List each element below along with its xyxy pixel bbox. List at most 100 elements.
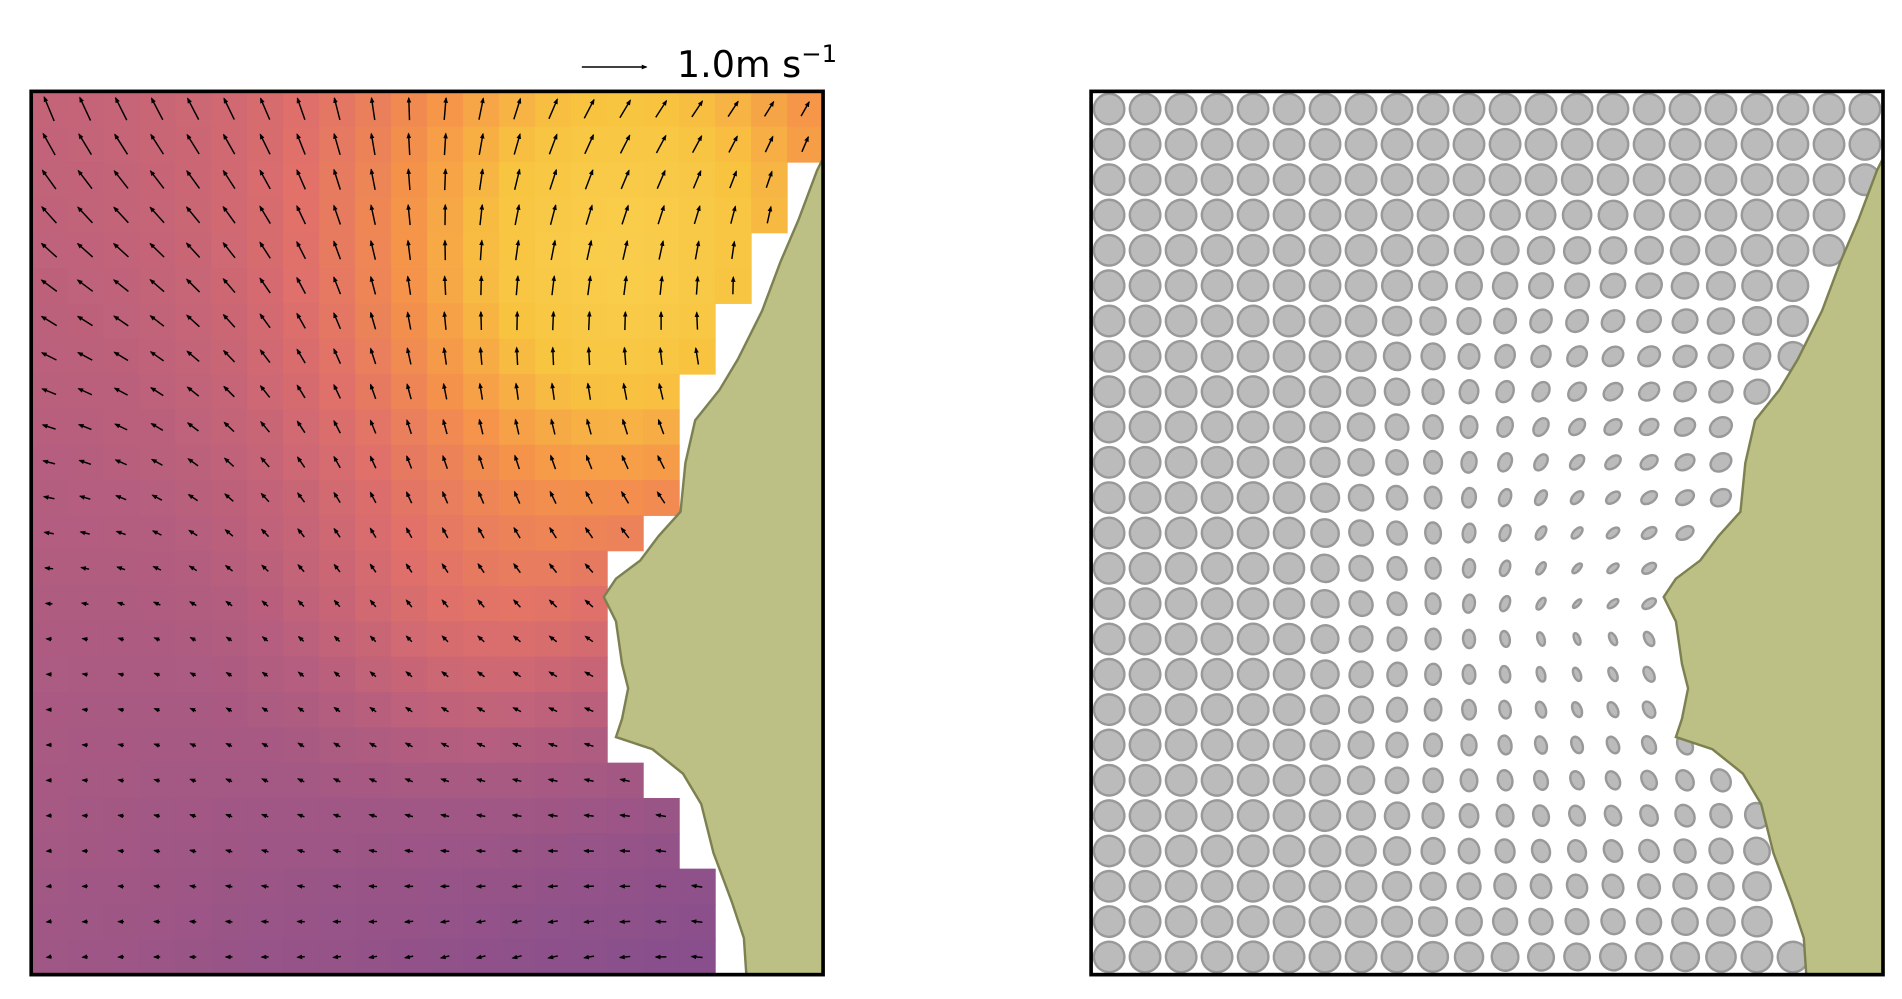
ellipse: [1498, 523, 1512, 543]
ellipse: [1424, 556, 1442, 580]
current-arrow: [403, 954, 414, 960]
ellipse: [1596, 127, 1630, 161]
current-arrow: [333, 240, 342, 260]
ellipse: [1532, 769, 1550, 791]
current-arrow: [477, 563, 485, 574]
current-arrow: [441, 563, 449, 573]
ellipse: [1458, 803, 1480, 829]
current-arrow: [259, 313, 271, 329]
current-arrow: [188, 884, 197, 889]
ellipse: [1200, 516, 1234, 550]
current-arrow: [43, 96, 55, 122]
current-arrow: [40, 352, 57, 361]
current-arrow: [189, 707, 197, 713]
ellipse: [1423, 732, 1444, 758]
ellipse: [1200, 375, 1234, 409]
ellipse: [1382, 836, 1412, 866]
current-arrow: [189, 672, 197, 678]
ellipse: [1236, 516, 1270, 550]
ellipse: [1604, 490, 1622, 505]
current-arrow: [511, 883, 522, 889]
ellipse: [1461, 558, 1477, 579]
ellipse: [1419, 871, 1447, 901]
ellipse: [1200, 233, 1234, 267]
current-arrow: [406, 203, 411, 226]
current-arrow: [657, 454, 665, 470]
ellipse: [1380, 92, 1414, 126]
current-arrow: [222, 313, 236, 328]
ellipse: [1128, 410, 1162, 444]
current-arrow: [691, 100, 704, 118]
ellipse: [1535, 561, 1548, 576]
current-arrow: [659, 275, 664, 295]
current-arrow: [654, 848, 667, 854]
ellipse: [1638, 417, 1660, 437]
ellipse: [1200, 127, 1234, 161]
ellipse: [1164, 869, 1198, 903]
current-arrow: [333, 132, 341, 155]
current-arrow: [548, 599, 558, 608]
current-arrow: [261, 564, 269, 572]
current-arrow: [333, 563, 341, 573]
current-arrow: [152, 565, 162, 571]
current-arrow: [368, 884, 378, 889]
current-arrow: [478, 132, 485, 156]
current-arrow: [369, 455, 377, 469]
ellipse: [1164, 269, 1198, 303]
ellipse: [1569, 490, 1585, 506]
ellipse: [1310, 518, 1340, 549]
current-arrow: [693, 205, 701, 225]
ellipse: [1571, 598, 1583, 610]
current-arrow: [296, 884, 305, 889]
current-arrow: [514, 346, 520, 366]
key-exponent: −1: [801, 39, 837, 68]
current-arrow: [42, 495, 55, 500]
ellipse: [1128, 92, 1162, 126]
ellipse: [1272, 304, 1306, 338]
current-arrow: [80, 566, 90, 571]
ellipse: [1453, 941, 1485, 973]
ellipse: [1707, 343, 1735, 370]
current-arrow: [297, 671, 305, 678]
ellipse: [1272, 410, 1306, 444]
current-arrow: [333, 347, 342, 364]
current-arrow: [296, 97, 306, 121]
current-arrow: [585, 454, 593, 470]
current-arrow: [296, 276, 307, 294]
ellipse: [1272, 834, 1306, 868]
ellipse: [1272, 657, 1306, 691]
ellipse: [1164, 587, 1198, 621]
current-arrow: [79, 530, 90, 536]
current-arrow: [260, 884, 269, 889]
current-arrow: [153, 813, 161, 819]
ellipse: [1606, 562, 1620, 575]
current-arrow: [511, 778, 522, 783]
current-arrow: [333, 168, 341, 190]
ellipse: [1272, 92, 1306, 126]
ellipse: [1704, 163, 1738, 197]
ellipse: [1776, 92, 1810, 126]
ellipse: [1164, 304, 1198, 338]
current-arrow: [45, 883, 52, 889]
ellipse: [1164, 92, 1198, 126]
ellipse: [1602, 381, 1624, 402]
ellipse: [1092, 763, 1126, 797]
ellipse: [1529, 873, 1553, 900]
ellipse: [1308, 799, 1342, 833]
ellipse: [1128, 728, 1162, 762]
current-arrow: [187, 97, 200, 120]
ellipse: [1236, 375, 1270, 409]
ellipse: [1385, 731, 1409, 759]
current-arrow: [512, 599, 521, 608]
ellipse: [1457, 837, 1481, 865]
ellipse: [1092, 198, 1126, 232]
current-arrow: [406, 132, 412, 156]
current-arrow: [478, 454, 484, 470]
current-arrow: [514, 418, 520, 435]
current-arrow: [77, 387, 93, 396]
ellipse: [1092, 728, 1126, 762]
ellipse: [1092, 869, 1126, 903]
current-arrow: [550, 310, 556, 331]
ellipse: [1668, 198, 1702, 232]
current-arrow: [547, 813, 558, 818]
